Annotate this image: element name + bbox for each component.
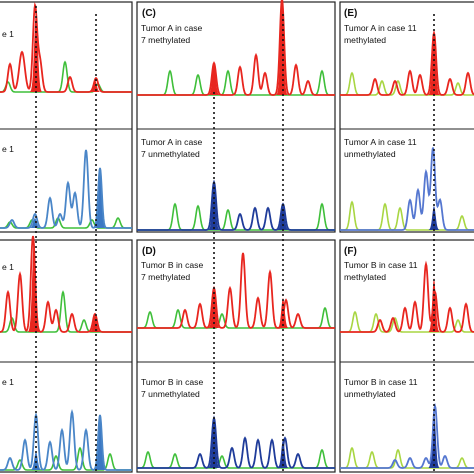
panel-letter: (E) (344, 8, 357, 19)
panel-caption-line: 7 methylated (141, 272, 190, 282)
filled-peak (428, 37, 440, 95)
signal-trace (0, 1, 132, 93)
trace-D-u (137, 415, 335, 469)
trace-A-bottom (0, 149, 132, 229)
green-trace (137, 306, 335, 329)
panel-caption-line: 7 methylated (141, 35, 190, 45)
panel-c-frame (136, 1, 336, 233)
signal-trace (137, 252, 335, 329)
panel-caption-line: Tumor A in case 11 (344, 23, 417, 33)
trace-C (137, 0, 335, 96)
trace-A-top (0, 1, 132, 93)
signal-trace (340, 147, 474, 231)
panel-caption-line: unmethylated (344, 389, 396, 399)
panel-letter: (F) (344, 246, 357, 257)
signal-trace (0, 149, 132, 229)
signal-trace (137, 0, 335, 96)
panel-caption-line: Tumor B in case 11 (344, 260, 418, 270)
panel-caption-line: methylated (344, 35, 386, 45)
filled-peak (208, 290, 220, 328)
panel-e-frame (339, 1, 474, 233)
panel-a-frame (0, 1, 133, 233)
trace-B-top (0, 235, 132, 333)
panel-caption-line: Tumor B in case 11 (344, 377, 418, 387)
panel-caption-line: e 1 (2, 29, 14, 39)
filled-peak (29, 218, 41, 228)
filled-peak (276, 3, 288, 95)
trace-E-u (340, 147, 474, 231)
green-trace (0, 217, 132, 229)
green-trace (0, 446, 132, 471)
column-cd (136, 1, 336, 473)
filled-peak (428, 206, 440, 230)
signal-trace (137, 415, 335, 469)
filled-peak (208, 65, 220, 95)
signal-trace (340, 29, 474, 96)
signal-trace (0, 408, 132, 471)
signal-trace (340, 402, 474, 469)
panel-caption-line: e 1 (2, 262, 14, 272)
panel-caption-line: 7 unmethylated (141, 389, 200, 399)
trace-E (340, 29, 474, 96)
trace-F-u (340, 402, 474, 469)
panel-caption-line: Tumor B in case (141, 260, 203, 270)
panel-caption-line: 7 unmethylated (141, 149, 200, 159)
signal-trace (340, 260, 474, 333)
filled-peak (89, 316, 101, 332)
panel-caption-line: methylated (344, 272, 386, 282)
signal-trace (137, 179, 335, 231)
trace-D (137, 252, 335, 329)
panel-letter: (D) (142, 246, 156, 257)
green-trace (0, 290, 132, 333)
panel-caption-line: unmethylated (344, 149, 396, 159)
filled-peak (277, 206, 289, 230)
panel-caption-line: Tumor A in case (141, 137, 203, 147)
panel-b-frame (0, 239, 133, 473)
filled-peak (208, 420, 220, 468)
panel-caption-line: Tumor A in case (141, 23, 203, 33)
panel-caption-line: Tumor B in case (141, 377, 203, 387)
panel-f-frame (339, 239, 474, 473)
trace-B-bottom (0, 408, 132, 471)
panel-caption-line: Tumor A in case 11 (344, 137, 417, 147)
panel-labels: e 1 e 1 e 1 e 1 (C) Tumor A in case 7 methylat… (2, 8, 418, 399)
panel-letter: (C) (142, 8, 156, 19)
panel-caption-line: e 1 (2, 377, 14, 387)
panel-d-frame (136, 239, 336, 473)
column-ef (339, 1, 474, 473)
column-ab (0, 1, 133, 473)
trace-C-u (137, 179, 335, 231)
signal-trace (0, 235, 132, 333)
guide-lines (35, 6, 435, 472)
panel-caption-line: e 1 (2, 144, 14, 154)
